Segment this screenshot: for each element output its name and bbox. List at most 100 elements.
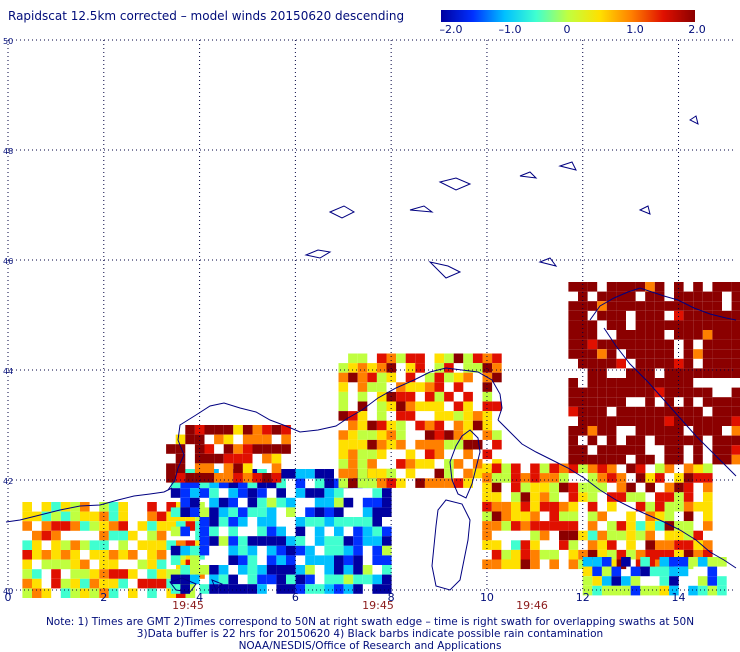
wind-cell: [357, 420, 368, 431]
wind-cell: [357, 430, 368, 440]
wind-cell: [51, 540, 61, 550]
wind-cell: [228, 488, 238, 498]
wind-cell: [41, 502, 52, 512]
wind-cell: [372, 536, 382, 546]
wind-cell: [170, 545, 181, 556]
wind-cell: [147, 502, 157, 512]
wind-cell: [242, 473, 253, 483]
wind-cell: [218, 478, 229, 489]
wind-cell: [645, 368, 655, 378]
wind-cell: [233, 444, 243, 454]
wind-cell: [539, 521, 550, 531]
wind-cell: [664, 435, 674, 446]
wind-cell: [607, 559, 617, 570]
wind-cell: [683, 416, 694, 426]
wind-cell: [41, 559, 52, 570]
wind-cell: [645, 387, 655, 398]
wind-cell: [601, 557, 612, 567]
wind-cell: [348, 459, 358, 469]
wind-cell: [722, 435, 732, 446]
wind-cell: [693, 549, 703, 560]
wind-cell: [444, 459, 454, 469]
wind-cell: [89, 521, 100, 531]
wind-cell: [683, 368, 694, 378]
wind-cell: [712, 368, 722, 378]
wind-cell: [108, 569, 119, 579]
wind-cell: [247, 488, 258, 498]
wind-cell: [683, 492, 694, 502]
wind-cell: [659, 566, 670, 577]
wind-cell: [434, 449, 445, 460]
wind-cell: [271, 473, 282, 483]
wind-cell: [367, 439, 377, 450]
x-tick-label: 14: [672, 591, 686, 604]
wind-cell: [511, 463, 521, 474]
wind-cell: [257, 507, 267, 517]
wind-cell: [482, 473, 492, 483]
wind-cell: [640, 585, 650, 596]
wind-cell: [492, 363, 502, 373]
wind-cell: [247, 574, 258, 585]
wind-cell: [252, 473, 263, 483]
wind-cell: [597, 406, 607, 417]
wind-cell: [511, 501, 521, 512]
wind-cell: [338, 468, 349, 479]
wind-cell: [597, 540, 607, 550]
wind-cell: [204, 444, 215, 454]
wind-cell: [262, 434, 272, 445]
wind-cell: [334, 536, 344, 546]
wind-cell: [520, 559, 531, 570]
wind-cell: [655, 540, 665, 550]
wind-cell: [257, 565, 267, 575]
wind-cell: [707, 576, 718, 586]
wind-cell: [607, 501, 617, 512]
wind-cell: [353, 584, 363, 594]
wind-cell: [578, 320, 588, 330]
wind-cell: [587, 406, 598, 417]
wind-cell: [626, 521, 636, 531]
wind-cell: [568, 559, 579, 570]
wind-cell: [266, 478, 277, 489]
wind-cell: [266, 507, 277, 517]
wind-cell: [482, 411, 493, 421]
wind-cell: [22, 569, 32, 579]
wind-cell: [357, 353, 368, 364]
wind-cell: [357, 372, 368, 383]
wind-cell: [22, 511, 32, 522]
wind-cell: [147, 540, 157, 550]
wind-cell: [348, 478, 358, 488]
wind-cell: [626, 482, 636, 493]
wind-cell: [128, 569, 138, 579]
wind-cell: [80, 588, 90, 598]
wind-cell: [271, 425, 282, 435]
wind-cell: [367, 363, 377, 373]
wind-cell: [707, 585, 718, 596]
wind-cell: [276, 536, 286, 546]
wind-cell: [520, 501, 531, 512]
wind-cell: [22, 550, 32, 560]
wind-cell: [645, 530, 655, 541]
wind-cell: [233, 453, 243, 464]
wind-cell: [262, 453, 272, 464]
wind-cell: [434, 430, 445, 440]
wind-cell: [357, 391, 368, 402]
wind-cell: [539, 482, 550, 493]
wind-cell: [606, 339, 617, 350]
wind-cell: [276, 526, 286, 537]
wind-cell: [314, 507, 325, 517]
wind-cell: [587, 530, 598, 541]
wind-cell: [568, 330, 578, 340]
wind-cell: [568, 454, 578, 465]
wind-cell: [587, 540, 598, 550]
wind-cell: [630, 576, 641, 586]
wind-cell: [305, 507, 315, 517]
wind-cell: [334, 584, 344, 594]
wind-cell: [492, 353, 502, 364]
wind-cell: [405, 372, 416, 383]
wind-cell: [396, 459, 406, 469]
wind-cell: [376, 363, 387, 373]
wind-cell: [338, 363, 349, 373]
wind-cell: [630, 566, 641, 577]
wind-cell: [693, 310, 703, 321]
wind-cell: [683, 310, 694, 321]
